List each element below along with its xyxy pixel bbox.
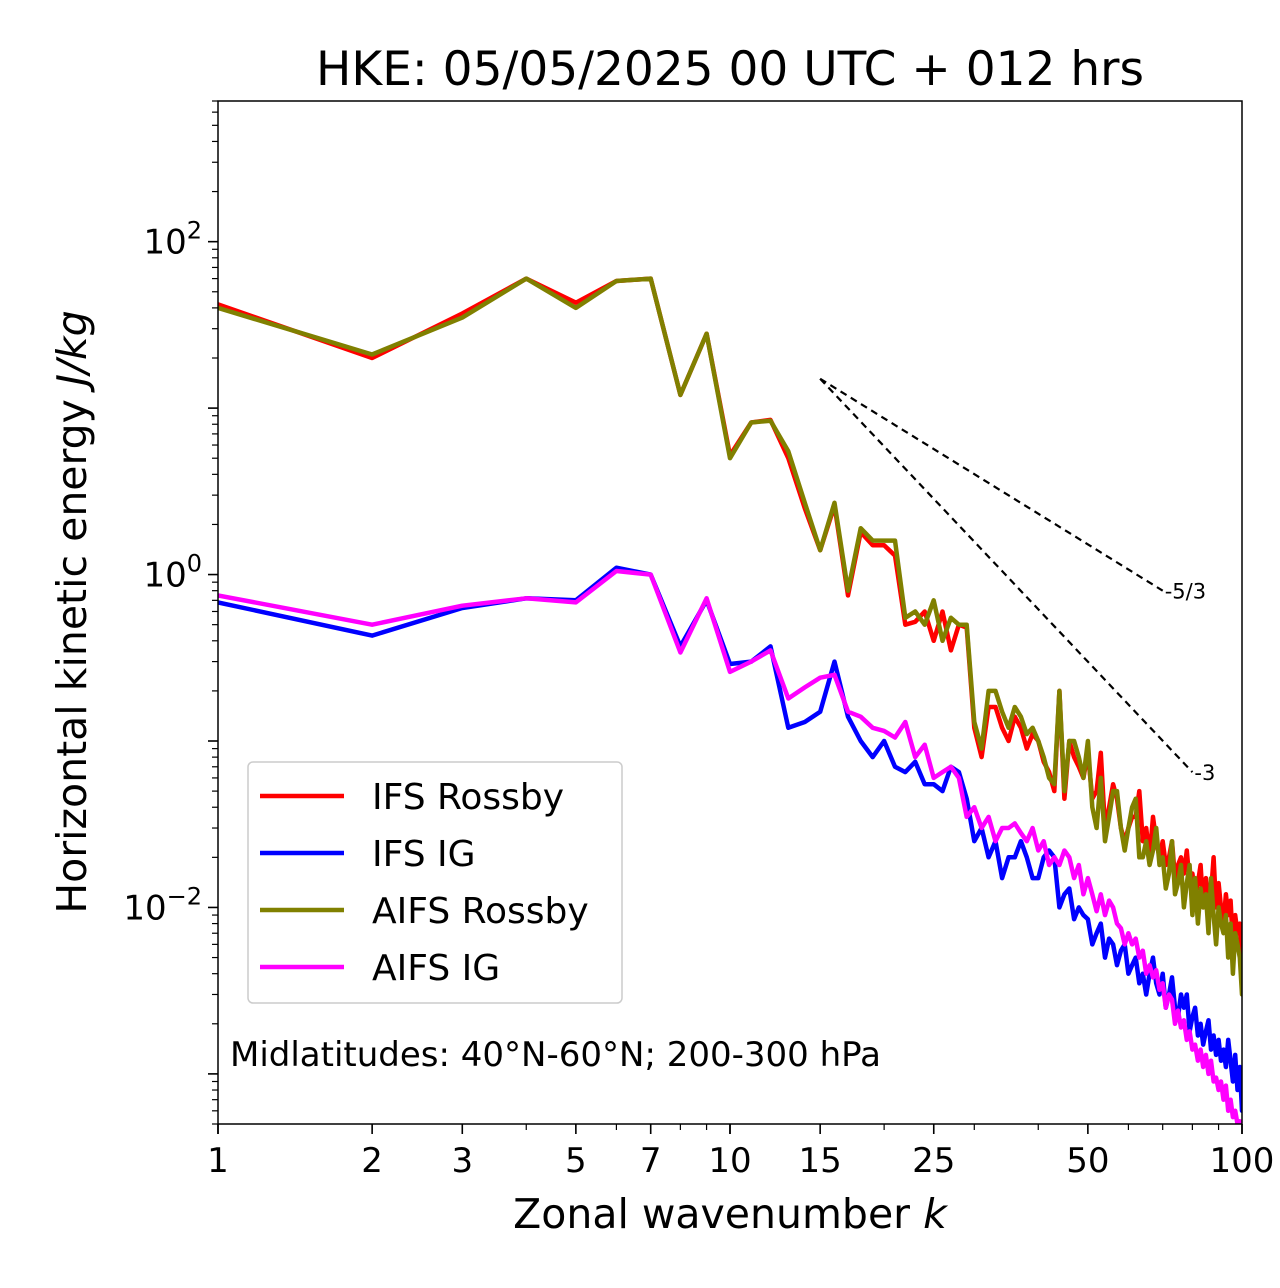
y-tick-label: 102 [143,217,202,263]
x-tick-label: 15 [799,1141,842,1181]
reference-line-1 [819,377,1164,592]
reference-slope-lines: -5/3 -3 [819,377,1215,785]
legend-label: AIFS Rossby [372,891,589,932]
series-line-aifs-ig [218,568,1242,1124]
x-axis-label-symbol: k [923,1190,949,1238]
y-axis-label: Horizontal kinetic energy J/kg [48,310,96,913]
chart-title: HKE: 05/05/2025 00 UTC + 012 hrs [316,42,1144,97]
legend-label: IFS IG [372,834,476,875]
y-axis-label-text: Horizontal kinetic energy [48,386,96,914]
legend-label: AIFS IG [372,948,500,989]
y-tick-label: 10−2 [123,882,202,928]
series-layer [218,276,1242,1124]
x-tick-label: 1 [207,1141,229,1181]
reference-line-label-1: -5/3 [1165,580,1206,604]
x-tick-label: 25 [912,1141,955,1181]
region-annotation: Midlatitudes: 40°N-60°N; 200-300 hPa [230,1035,881,1075]
x-tick-label: 5 [565,1141,587,1181]
y-axis-label-unit: J/kg [48,310,96,393]
x-tick-label: 50 [1066,1141,1109,1181]
x-axis-label-text: Zonal wavenumber [513,1190,923,1238]
reference-line-label-2: -3 [1194,761,1215,785]
x-tick-label: 3 [451,1141,473,1181]
legend: IFS Rossby IFS IG AIFS Rossby AIFS IG [247,761,623,1004]
x-tick-label: 7 [640,1141,662,1181]
y-axis: 10−2 100 102 [123,100,218,1125]
x-tick-label: 100 [1210,1141,1275,1181]
reference-line-2 [819,378,1194,773]
y-tick-label: 100 [143,550,202,596]
legend-label: IFS Rossby [372,777,564,818]
x-tick-label: 2 [361,1141,383,1181]
series-line-aifs-rossby [218,276,1242,997]
x-axis-label: Zonal wavenumber k [513,1190,949,1238]
series-line-ifs-ig [218,565,1242,1114]
x-axis: 1 2 3 5 7 10 15 25 50 100 [207,1124,1274,1181]
legend-box [247,761,623,1004]
x-tick-label: 10 [708,1141,751,1181]
